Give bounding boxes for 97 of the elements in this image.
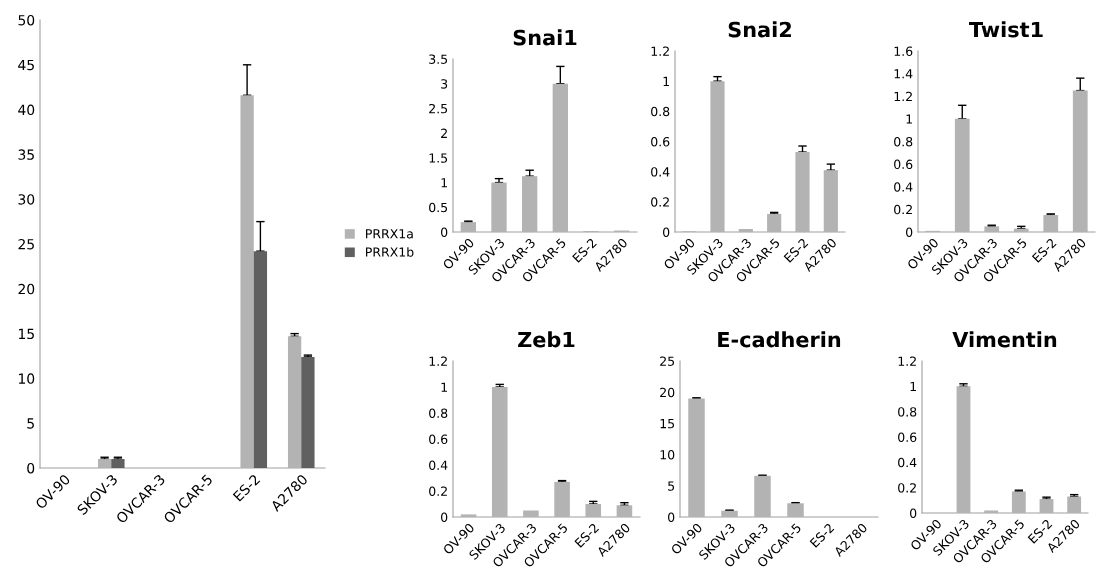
y-tick-label: 0.4 bbox=[429, 460, 448, 470]
y-tick-label: 35 bbox=[18, 149, 34, 160]
bar bbox=[491, 387, 508, 517]
bar bbox=[287, 336, 302, 468]
y-tick-label: 10 bbox=[18, 373, 35, 384]
y-tick-label: 1 bbox=[906, 114, 912, 124]
bar bbox=[616, 505, 633, 517]
y-tick-label: 0.2 bbox=[651, 197, 669, 207]
bar bbox=[97, 459, 112, 468]
bar bbox=[460, 222, 476, 232]
y-tick-label: 0.8 bbox=[898, 407, 917, 417]
bar bbox=[754, 475, 771, 517]
chart-title: Zeb1 bbox=[518, 331, 575, 348]
bar bbox=[585, 504, 602, 517]
y-tick-label: 0.4 bbox=[894, 182, 913, 192]
y-tick-label: 0.6 bbox=[894, 159, 913, 170]
legend-label: PRRX1a bbox=[366, 229, 413, 239]
bar bbox=[956, 386, 971, 513]
bar bbox=[767, 213, 782, 232]
y-tick-label: 1.2 bbox=[894, 91, 912, 101]
y-tick-label: 0 bbox=[906, 227, 913, 237]
bar bbox=[721, 510, 738, 517]
bar bbox=[552, 83, 568, 232]
y-tick-label: 1.5 bbox=[429, 153, 448, 163]
bar bbox=[710, 81, 725, 232]
y-tick-label: 0.6 bbox=[898, 432, 917, 442]
y-tick-label: 0.2 bbox=[898, 483, 916, 493]
y-tick-label: 1.2 bbox=[429, 356, 447, 366]
legend-label: PRRX1b bbox=[366, 247, 414, 257]
bar bbox=[1039, 499, 1054, 513]
bar bbox=[1067, 496, 1082, 513]
bar bbox=[984, 510, 999, 513]
chart-title: Snai2 bbox=[728, 21, 791, 38]
y-tick-label: 1 bbox=[441, 382, 447, 392]
y-tick-label: 20 bbox=[18, 283, 35, 295]
y-tick-label: 0 bbox=[663, 227, 670, 237]
bar bbox=[240, 95, 254, 468]
y-tick-label: 25 bbox=[18, 238, 34, 250]
y-tick-label: 0.2 bbox=[429, 486, 447, 496]
bar bbox=[823, 170, 838, 232]
y-tick-label: 15 bbox=[18, 328, 34, 340]
y-tick-label: 1 bbox=[441, 178, 447, 188]
bar bbox=[111, 459, 125, 468]
y-tick-label: 1 bbox=[663, 76, 669, 86]
y-tick-label: 15 bbox=[660, 419, 675, 429]
y-tick-label: 20 bbox=[660, 387, 675, 398]
bar bbox=[787, 503, 804, 517]
y-tick-label: 5 bbox=[27, 418, 34, 429]
y-tick-label: 10 bbox=[660, 450, 675, 460]
y-tick-label: 5 bbox=[668, 481, 675, 491]
y-tick-label: 40 bbox=[18, 104, 35, 116]
bar bbox=[1011, 491, 1026, 513]
y-tick-label: 0.8 bbox=[651, 106, 670, 117]
y-tick-label: 1.2 bbox=[898, 356, 916, 366]
y-tick-label: 0 bbox=[668, 512, 675, 522]
y-tick-label: 1.6 bbox=[894, 46, 913, 56]
bar bbox=[1072, 90, 1088, 232]
y-tick-label: 0.5 bbox=[429, 202, 448, 213]
bar bbox=[688, 398, 705, 517]
bar bbox=[460, 514, 477, 517]
y-tick-label: 0 bbox=[27, 462, 35, 474]
y-tick-label: 30 bbox=[18, 194, 35, 205]
y-tick-label: 50 bbox=[18, 14, 35, 26]
y-tick-label: 3.5 bbox=[429, 54, 448, 64]
bar bbox=[954, 118, 970, 232]
y-tick-label: 25 bbox=[660, 356, 675, 366]
chart-title: Twist1 bbox=[969, 21, 1043, 38]
bar bbox=[795, 152, 810, 232]
y-tick-label: 0.2 bbox=[894, 204, 912, 215]
y-tick-label: 0 bbox=[441, 227, 448, 237]
y-tick-label: 3 bbox=[441, 79, 448, 89]
y-tick-label: 0 bbox=[910, 508, 917, 518]
chart-title: Snai1 bbox=[513, 29, 577, 46]
y-tick-label: 0.6 bbox=[429, 434, 448, 444]
bar bbox=[1043, 215, 1059, 232]
y-tick-label: 0.8 bbox=[429, 408, 448, 418]
chart-title: E-cadherin bbox=[718, 331, 841, 348]
y-tick-label: 2 bbox=[441, 128, 447, 138]
y-tick-label: 1.2 bbox=[651, 46, 669, 56]
bar bbox=[253, 251, 268, 468]
bar bbox=[984, 226, 1000, 232]
bar bbox=[554, 481, 570, 517]
y-tick-label: 45 bbox=[18, 59, 34, 71]
y-tick-label: 0.8 bbox=[894, 136, 913, 147]
bar bbox=[491, 182, 507, 232]
y-tick-label: 1.4 bbox=[894, 69, 913, 79]
y-tick-label: 0.4 bbox=[651, 167, 670, 177]
bar bbox=[523, 510, 539, 517]
chart-title: Vimentin bbox=[952, 331, 1057, 348]
y-tick-label: 0 bbox=[441, 512, 448, 522]
y-tick-label: 2.5 bbox=[429, 103, 448, 114]
y-tick-label: 1 bbox=[910, 381, 916, 392]
bar bbox=[301, 356, 315, 468]
bar bbox=[738, 228, 753, 232]
y-tick-label: 0.6 bbox=[651, 136, 670, 147]
y-tick-label: 0.4 bbox=[898, 457, 917, 468]
bar bbox=[522, 176, 538, 232]
